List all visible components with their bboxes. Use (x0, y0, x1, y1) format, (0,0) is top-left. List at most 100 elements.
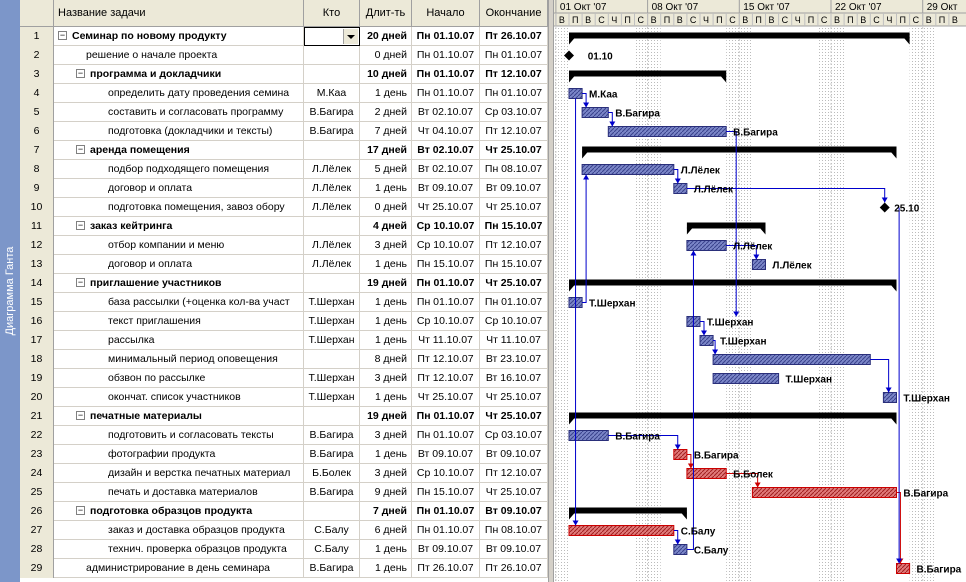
start-cell[interactable]: Ср 10.10.07 (412, 312, 480, 331)
task-row[interactable]: 9 договор и оплата Л.Лёлек 1 день Вт 09.10.0… (20, 179, 548, 198)
task-row[interactable]: 18 минимальный период оповещения 8 дней Пт … (20, 350, 548, 369)
row-number[interactable]: 5 (20, 103, 54, 122)
row-number[interactable]: 20 (20, 388, 54, 407)
row-number[interactable]: 13 (20, 255, 54, 274)
duration-cell[interactable]: 4 дней (360, 217, 412, 236)
row-number[interactable]: 6 (20, 122, 54, 141)
duration-cell[interactable]: 1 день (360, 312, 412, 331)
end-cell[interactable]: Ср 03.10.07 (480, 103, 548, 122)
end-cell[interactable]: Вт 09.10.07 (480, 179, 548, 198)
duration-cell[interactable]: 1 день (360, 255, 412, 274)
duration-cell[interactable]: 8 дней (360, 350, 412, 369)
row-number[interactable]: 7 (20, 141, 54, 160)
row-number[interactable]: 3 (20, 65, 54, 84)
start-cell[interactable]: Пн 01.10.07 (412, 426, 480, 445)
start-cell[interactable]: Вт 02.10.07 (412, 160, 480, 179)
who-cell[interactable]: В.Багира (304, 426, 360, 445)
row-number[interactable]: 12 (20, 236, 54, 255)
row-number[interactable]: 19 (20, 369, 54, 388)
task-row[interactable]: 22 подготовить и согласовать тексты В.Баги… (20, 426, 548, 445)
duration-cell[interactable]: 3 дней (360, 464, 412, 483)
who-cell[interactable]: В.Багира (304, 559, 360, 578)
who-cell[interactable] (304, 274, 360, 293)
collapse-toggle-icon[interactable]: − (58, 30, 67, 40)
end-cell[interactable]: Чт 25.10.07 (480, 141, 548, 160)
task-name-cell[interactable]: − печатные материалы (54, 407, 304, 426)
column-header-name[interactable]: Название задачи (54, 0, 304, 26)
task-name-cell[interactable]: отбор компании и меню (54, 236, 304, 255)
end-cell[interactable]: Чт 11.10.07 (480, 331, 548, 350)
duration-cell[interactable]: 0 дней (360, 46, 412, 65)
task-name-cell[interactable]: фотографии продукта (54, 445, 304, 464)
end-cell[interactable]: Пн 08.10.07 (480, 160, 548, 179)
end-cell[interactable]: Чт 25.10.07 (480, 388, 548, 407)
task-name-cell[interactable]: обзвон по рассылке (54, 369, 304, 388)
who-cell[interactable]: Л.Лёлек (304, 255, 360, 274)
start-cell[interactable]: Вт 09.10.07 (412, 445, 480, 464)
who-cell[interactable]: Л.Лёлек (304, 160, 360, 179)
who-cell[interactable] (304, 217, 360, 236)
collapse-toggle-icon[interactable]: − (76, 277, 85, 287)
end-cell[interactable]: Пн 08.10.07 (480, 521, 548, 540)
task-name-cell[interactable]: заказ и доставка образцов продукта (54, 521, 304, 540)
start-cell[interactable]: Пт 12.10.07 (412, 369, 480, 388)
start-cell[interactable]: Пн 01.10.07 (412, 84, 480, 103)
column-header-start[interactable]: Начало (412, 0, 480, 26)
who-cell[interactable]: С.Балу (304, 540, 360, 559)
end-cell[interactable]: Пт 12.10.07 (480, 122, 548, 141)
end-cell[interactable]: Пт 12.10.07 (480, 464, 548, 483)
task-row[interactable]: 21− печатные материалы 19 дней Пн 01.10.07 Ч… (20, 407, 548, 426)
end-cell[interactable]: Чт 25.10.07 (480, 483, 548, 502)
who-cell[interactable] (304, 46, 360, 65)
collapse-toggle-icon[interactable]: − (76, 144, 85, 154)
task-row[interactable]: 27 заказ и доставка образцов продукта С.Ба… (20, 521, 548, 540)
task-name-cell[interactable]: подготовить и согласовать тексты (54, 426, 304, 445)
who-cell[interactable]: Т.Шерхан (304, 331, 360, 350)
task-row[interactable]: 25 печать и доставка материалов В.Багира 9 … (20, 483, 548, 502)
start-cell[interactable]: Пн 01.10.07 (412, 274, 480, 293)
task-name-cell[interactable]: подготовка помещения, завоз обору (54, 198, 304, 217)
start-cell[interactable]: Пн 01.10.07 (412, 521, 480, 540)
who-cell[interactable]: В.Багира (304, 122, 360, 141)
who-cell[interactable]: Л.Лёлек (304, 198, 360, 217)
duration-cell[interactable]: 1 день (360, 559, 412, 578)
task-name-cell[interactable]: текст приглашения (54, 312, 304, 331)
duration-cell[interactable]: 2 дней (360, 103, 412, 122)
who-cell[interactable] (304, 65, 360, 84)
end-cell[interactable]: Чт 25.10.07 (480, 407, 548, 426)
task-row[interactable]: 13 договор и оплата Л.Лёлек 1 день Пн 15.10.… (20, 255, 548, 274)
start-cell[interactable]: Ср 10.10.07 (412, 236, 480, 255)
end-cell[interactable]: Пт 26.10.07 (480, 27, 548, 46)
duration-cell[interactable]: 1 день (360, 179, 412, 198)
task-row[interactable]: 1− Семинар по новому продукту 20 дней Пн 01… (20, 27, 548, 46)
duration-cell[interactable]: 1 день (360, 331, 412, 350)
end-cell[interactable]: Чт 25.10.07 (480, 198, 548, 217)
task-row[interactable]: 7− аренда помещения 17 дней Вт 02.10.07 Чт 2… (20, 141, 548, 160)
start-cell[interactable]: Чт 25.10.07 (412, 198, 480, 217)
who-cell[interactable]: В.Багира (304, 445, 360, 464)
task-name-cell[interactable]: решение о начале проекта (54, 46, 304, 65)
task-row[interactable]: 19 обзвон по рассылке Т.Шерхан 3 дней Пт 12.… (20, 369, 548, 388)
chevron-down-icon[interactable] (343, 29, 358, 44)
duration-cell[interactable]: 19 дней (360, 274, 412, 293)
row-number[interactable]: 4 (20, 84, 54, 103)
who-cell[interactable]: М.Каа (304, 84, 360, 103)
start-cell[interactable]: Пн 01.10.07 (412, 293, 480, 312)
start-cell[interactable]: Вт 09.10.07 (412, 540, 480, 559)
end-cell[interactable]: Чт 25.10.07 (480, 274, 548, 293)
start-cell[interactable]: Вт 09.10.07 (412, 179, 480, 198)
row-number[interactable]: 21 (20, 407, 54, 426)
who-cell[interactable] (304, 350, 360, 369)
row-number[interactable]: 28 (20, 540, 54, 559)
row-number[interactable]: 2 (20, 46, 54, 65)
task-name-cell[interactable]: договор и оплата (54, 255, 304, 274)
end-cell[interactable]: Пт 12.10.07 (480, 65, 548, 84)
task-name-cell[interactable]: − аренда помещения (54, 141, 304, 160)
start-cell[interactable]: Чт 25.10.07 (412, 388, 480, 407)
task-name-cell[interactable]: определить дату проведения семина (54, 84, 304, 103)
start-cell[interactable]: Пт 26.10.07 (412, 559, 480, 578)
task-name-cell[interactable]: подготовка (докладчики и тексты) (54, 122, 304, 141)
start-cell[interactable]: Пн 01.10.07 (412, 502, 480, 521)
who-cell[interactable]: Т.Шерхан (304, 293, 360, 312)
duration-cell[interactable]: 9 дней (360, 483, 412, 502)
